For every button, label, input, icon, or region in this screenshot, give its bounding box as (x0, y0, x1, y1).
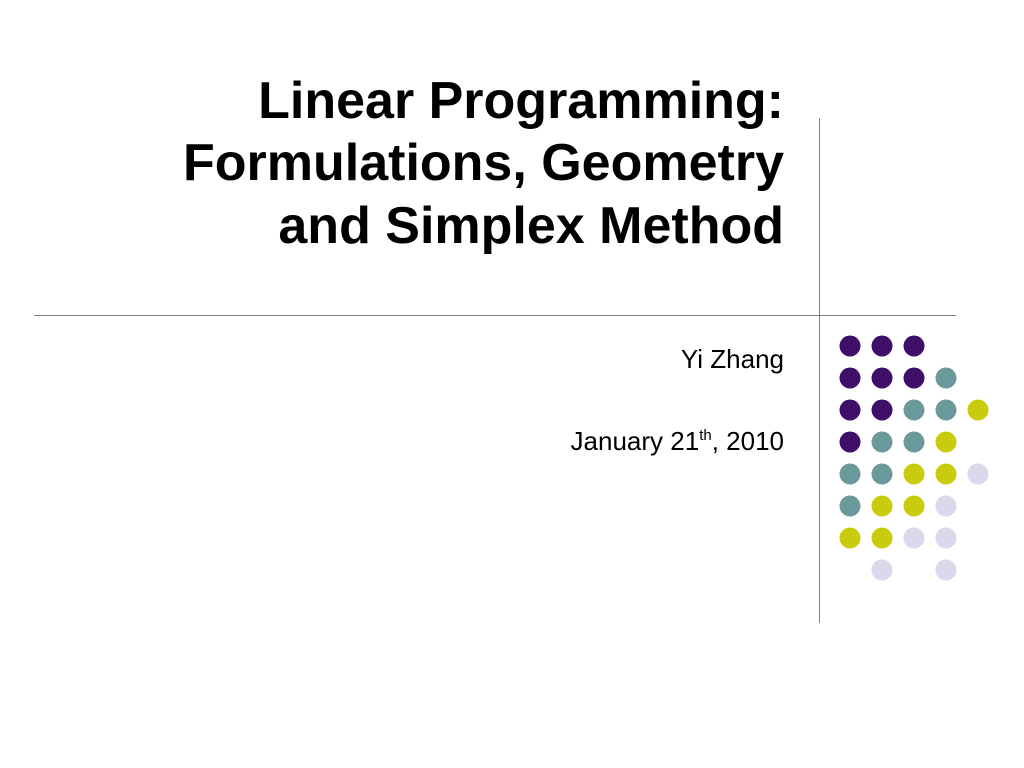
decorative-dot (903, 335, 925, 357)
decorative-dot (903, 367, 925, 389)
title-line-3: and Simplex Method (278, 196, 784, 255)
decorative-dot (871, 335, 893, 357)
decorative-dot (871, 559, 893, 581)
presentation-date: January 21th, 2010 (571, 426, 784, 457)
decorative-dot (967, 463, 989, 485)
decorative-dot (839, 367, 861, 389)
title-line-1: Linear Programming: (258, 72, 784, 130)
decorative-dot (935, 463, 957, 485)
decorative-dot (839, 527, 861, 549)
slide-title: Linear Programming: Formulations, Geomet… (24, 70, 784, 257)
decorative-dot (871, 399, 893, 421)
decorative-dot (839, 463, 861, 485)
decorative-dot (871, 495, 893, 517)
decorative-dot (935, 527, 957, 549)
horizontal-divider (34, 315, 956, 316)
decorative-dot (935, 399, 957, 421)
decorative-dot (839, 399, 861, 421)
date-suffix: , 2010 (711, 426, 784, 456)
decorative-dot (871, 463, 893, 485)
decorative-dot (935, 559, 957, 581)
date-superscript: th (699, 427, 712, 444)
decorative-dot (871, 527, 893, 549)
author-name: Yi Zhang (680, 344, 784, 374)
decorative-dot (903, 431, 925, 453)
decorative-dot (871, 367, 893, 389)
decorative-dot (903, 399, 925, 421)
decorative-dot (935, 431, 957, 453)
vertical-divider (819, 118, 820, 623)
decorative-dot (903, 527, 925, 549)
title-line-2: Formulations, Geometry (183, 134, 784, 193)
decorative-dot (839, 431, 861, 453)
decorative-dot (839, 495, 861, 517)
date-prefix: January 21 (570, 426, 700, 456)
decorative-dot (967, 399, 989, 421)
decorative-dot (871, 431, 893, 453)
decorative-dot (935, 367, 957, 389)
decorative-dot (903, 495, 925, 517)
decorative-dot (839, 335, 861, 357)
decorative-dot (903, 463, 925, 485)
decorative-dot (935, 495, 957, 517)
